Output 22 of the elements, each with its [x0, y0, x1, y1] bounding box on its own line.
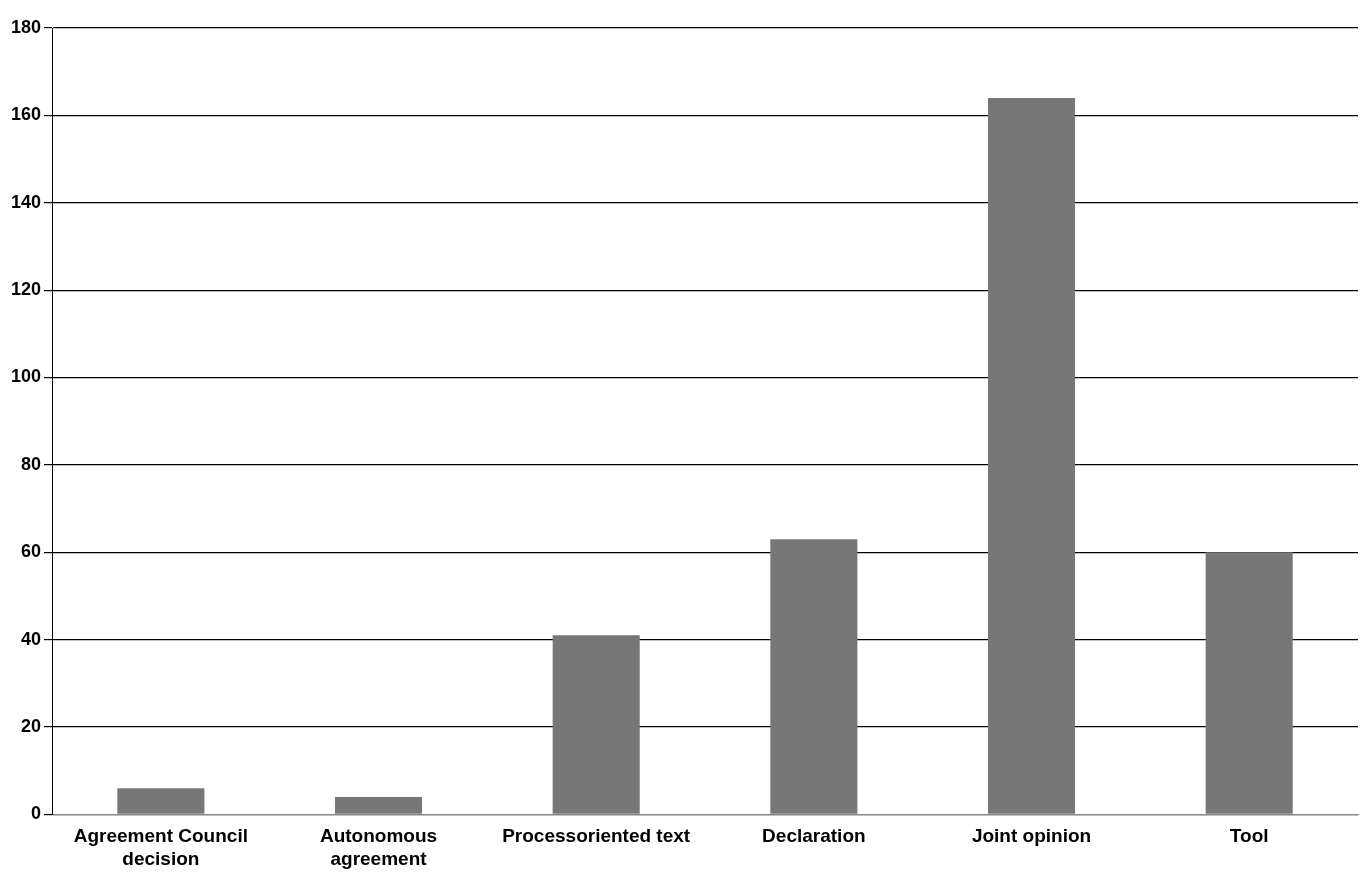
- x-tick-label: Autonomous agreement: [319, 825, 438, 869]
- x-tick-label: Declaration: [762, 825, 866, 847]
- x-tick-label: Tool: [1229, 825, 1269, 847]
- x-tick-label: Agreement Council decision: [73, 825, 248, 869]
- y-tick-label: 160: [10, 104, 42, 125]
- bar: [1205, 552, 1293, 814]
- x-tick-label: Joint opinion: [971, 825, 1092, 847]
- bar: [334, 796, 423, 814]
- y-tick-label: 180: [10, 16, 42, 37]
- y-tick-label: 80: [21, 453, 42, 474]
- y-tick-label: 120: [10, 279, 42, 300]
- y-tick-label: 140: [10, 191, 42, 212]
- bar: [117, 788, 205, 814]
- x-tick-label: Processoriented text: [502, 825, 691, 847]
- bar: [987, 97, 1076, 814]
- y-tick-label: 40: [21, 628, 42, 649]
- bar: [552, 635, 640, 814]
- y-tick-label: 60: [21, 541, 42, 562]
- y-tick-label: 0: [31, 803, 42, 824]
- y-tick-label: 20: [21, 715, 42, 736]
- y-tick-label: 100: [10, 366, 42, 387]
- bar: [770, 539, 858, 814]
